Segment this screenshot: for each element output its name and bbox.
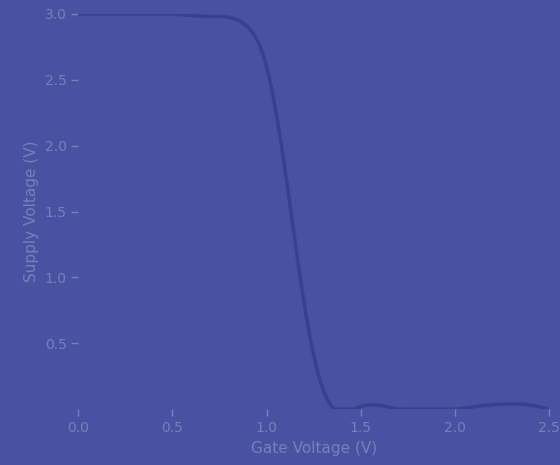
X-axis label: Gate Voltage (V): Gate Voltage (V) <box>250 440 377 456</box>
Y-axis label: Supply Voltage (V): Supply Voltage (V) <box>24 141 39 282</box>
